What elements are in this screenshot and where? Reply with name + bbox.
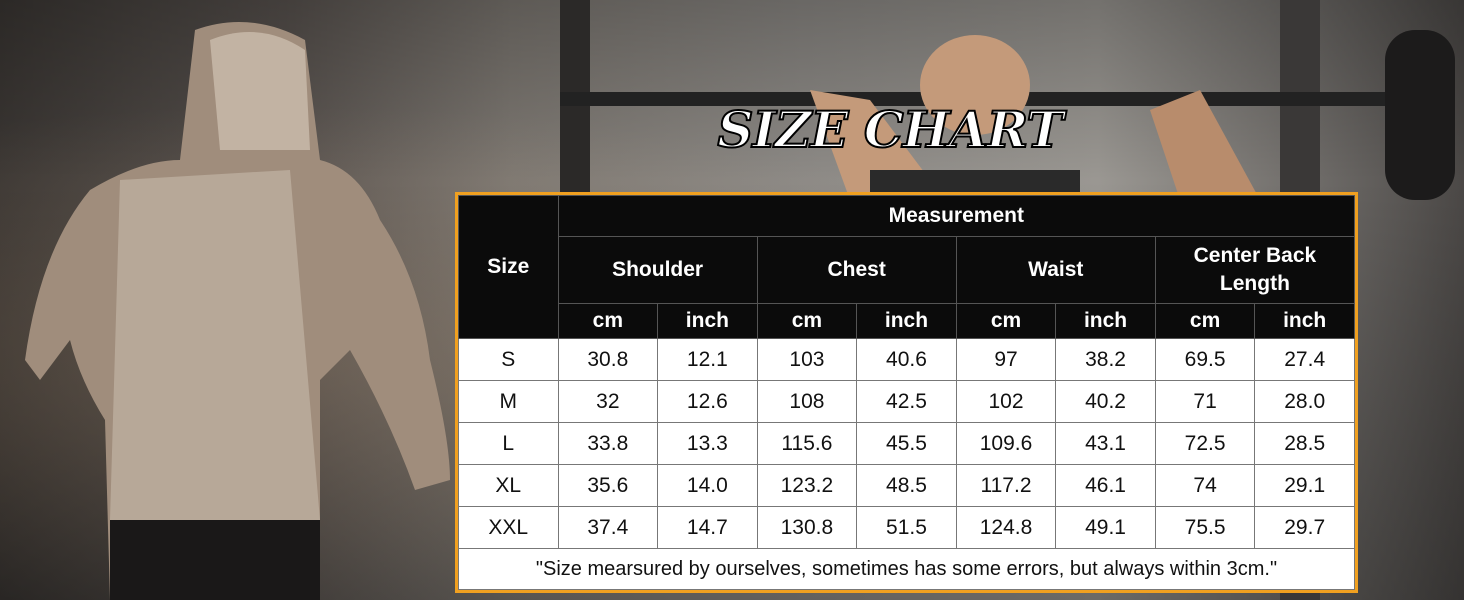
- weight-plate: [1385, 30, 1455, 200]
- model-photo-back: [25, 22, 450, 600]
- value-cell: 51.5: [856, 506, 957, 549]
- value-cell: 12.1: [657, 338, 758, 381]
- model-photo-press: [810, 35, 1260, 200]
- value-cell: 103: [756, 338, 858, 381]
- value-cell: 109.6: [955, 422, 1057, 465]
- size-cell: L: [458, 422, 559, 465]
- value-cell: 43.1: [1055, 422, 1156, 465]
- value-cell: 124.8: [955, 506, 1057, 549]
- unit-header: inch: [1055, 303, 1156, 339]
- unit-header: inch: [1254, 303, 1355, 339]
- value-cell: 115.6: [756, 422, 858, 465]
- value-cell: 97: [955, 338, 1057, 381]
- measurement-note: "Size mearsured by ourselves, sometimes …: [458, 548, 1355, 590]
- size-chart-table: Size Measurement Shoulder Chest Waist Ce…: [455, 192, 1358, 593]
- size-cell: XL: [458, 464, 559, 507]
- measurement-header: Measurement: [557, 195, 1356, 237]
- unit-header: cm: [557, 303, 659, 339]
- size-chart-title: SIZE CHART: [716, 99, 1064, 160]
- value-cell: 38.2: [1055, 338, 1156, 381]
- value-cell: 35.6: [557, 464, 659, 507]
- value-cell: 37.4: [557, 506, 659, 549]
- value-cell: 42.5: [856, 380, 957, 423]
- value-cell: 28.5: [1254, 422, 1355, 465]
- size-header: Size: [458, 195, 559, 339]
- value-cell: 45.5: [856, 422, 957, 465]
- value-cell: 30.8: [557, 338, 659, 381]
- value-cell: 29.1: [1254, 464, 1355, 507]
- table-row: S 30.8 12.1 103 40.6 97 38.2 69.5 27.4: [458, 338, 1355, 381]
- unit-header: cm: [756, 303, 858, 339]
- value-cell: 40.6: [856, 338, 957, 381]
- value-cell: 49.1: [1055, 506, 1156, 549]
- value-cell: 13.3: [657, 422, 758, 465]
- value-cell: 14.7: [657, 506, 758, 549]
- size-cell: S: [458, 338, 559, 381]
- value-cell: 123.2: [756, 464, 858, 507]
- group-header-chest: Chest: [756, 236, 957, 304]
- value-cell: 46.1: [1055, 464, 1156, 507]
- group-header-center-back-length: Center Back Length: [1154, 236, 1356, 304]
- value-cell: 29.7: [1254, 506, 1355, 549]
- unit-header: cm: [955, 303, 1057, 339]
- value-cell: 69.5: [1154, 338, 1256, 381]
- value-cell: 12.6: [657, 380, 758, 423]
- table-row: M 32 12.6 108 42.5 102 40.2 71 28.0: [458, 380, 1355, 423]
- value-cell: 71: [1154, 380, 1256, 423]
- value-cell: 130.8: [756, 506, 858, 549]
- table-row: XL 35.6 14.0 123.2 48.5 117.2 46.1 74 29.1: [458, 464, 1355, 507]
- unit-header: inch: [856, 303, 957, 339]
- unit-header: inch: [657, 303, 758, 339]
- value-cell: 75.5: [1154, 506, 1256, 549]
- group-header-shoulder: Shoulder: [557, 236, 758, 304]
- value-cell: 72.5: [1154, 422, 1256, 465]
- value-cell: 28.0: [1254, 380, 1355, 423]
- value-cell: 117.2: [955, 464, 1057, 507]
- unit-header: cm: [1154, 303, 1256, 339]
- group-header-waist: Waist: [955, 236, 1156, 304]
- value-cell: 48.5: [856, 464, 957, 507]
- value-cell: 74: [1154, 464, 1256, 507]
- value-cell: 14.0: [657, 464, 758, 507]
- value-cell: 108: [756, 380, 858, 423]
- value-cell: 102: [955, 380, 1057, 423]
- value-cell: 33.8: [557, 422, 659, 465]
- size-cell: M: [458, 380, 559, 423]
- value-cell: 40.2: [1055, 380, 1156, 423]
- value-cell: 27.4: [1254, 338, 1355, 381]
- table-row: XXL 37.4 14.7 130.8 51.5 124.8 49.1 75.5 29.7: [458, 506, 1355, 549]
- size-cell: XXL: [458, 506, 559, 549]
- table-row: L 33.8 13.3 115.6 45.5 109.6 43.1 72.5 28.5: [458, 422, 1355, 465]
- value-cell: 32: [557, 380, 659, 423]
